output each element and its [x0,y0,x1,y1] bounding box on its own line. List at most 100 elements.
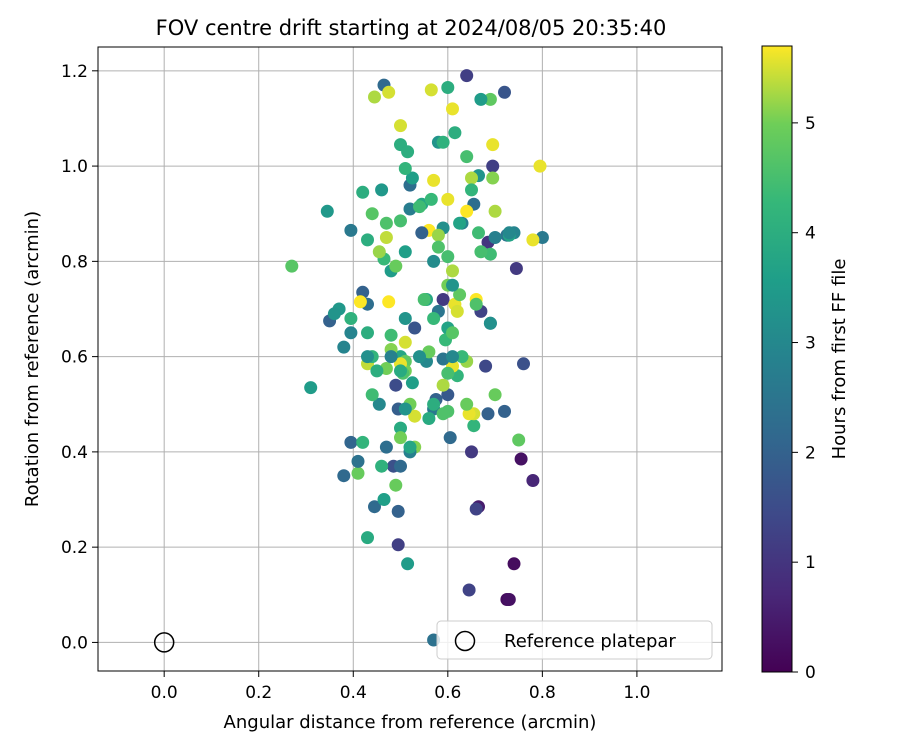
colorbar-ticks: 0 1 2 3 4 5 [792,114,816,683]
data-point [441,366,455,380]
data-point [509,262,523,275]
x-axis-ticks: 0.0 0.2 0.4 0.6 0.8 1.0 [151,671,650,703]
data-point [377,493,391,506]
plot-area-frame [97,46,723,672]
y-tick-label: 0.4 [61,443,88,463]
data-point [446,350,459,364]
data-point [394,119,407,133]
y-axis-label: Rotation from reference (arcmin) [22,211,43,507]
data-point [514,452,528,466]
legend: Reference platepar [436,620,713,660]
data-point [460,150,474,164]
data-point [486,171,500,185]
colorbar-tick-label: 2 [805,443,816,463]
y-tick-label: 0.8 [61,252,88,272]
data-point [351,466,365,480]
data-point [389,378,403,392]
x-tick-label: 0.0 [151,683,178,703]
data-point [384,328,398,342]
data-point [460,397,474,411]
data-point [337,340,351,354]
data-point [446,326,459,340]
data-point [344,435,358,449]
data-point [398,312,412,325]
data-point [344,223,358,237]
data-point [483,316,497,330]
data-point [488,204,502,218]
data-point [417,293,431,306]
data-point [401,557,415,571]
data-point [361,350,374,364]
data-point [488,231,502,244]
data-point [474,92,488,106]
data-point [427,312,441,325]
colorbar-tick-label: 1 [805,553,816,573]
data-point [502,226,516,240]
data-point [427,173,441,187]
colorbar-tick-label: 3 [805,334,816,354]
data-point [337,469,351,483]
data-point [526,474,540,487]
data-point [441,250,455,264]
grid-lines [98,47,722,671]
data-point [372,397,386,411]
data-point [285,259,299,273]
data-point [304,381,318,395]
data-point [379,231,393,244]
x-tick-label: 1.0 [623,683,650,703]
legend-entry-label: Reference platepar [504,631,676,652]
data-point [462,583,476,597]
colorbar [761,45,793,673]
data-point [389,259,403,273]
data-point [403,440,417,454]
x-tick-label: 0.6 [434,683,461,703]
colorbar-label: Hours from first FF file [829,259,850,460]
data-point [353,295,367,309]
y-tick-label: 0.2 [61,538,88,558]
data-point [436,407,450,421]
data-point [450,304,464,318]
data-point [486,138,500,152]
data-point [320,204,334,218]
data-point [446,264,459,278]
data-point [422,412,436,425]
data-point [467,419,481,433]
data-point [394,459,407,473]
y-tick-label: 0.6 [61,348,88,368]
data-point [356,435,370,449]
data-point [344,312,358,325]
data-point [512,433,526,447]
data-point [389,478,403,492]
data-point [431,228,445,242]
data-point [469,502,483,516]
data-point [465,445,478,459]
colorbar-tick-label: 0 [805,663,816,683]
data-point [375,459,389,473]
data-point [465,183,478,197]
data-point [398,162,412,175]
data-point [441,81,455,94]
data-point [427,254,441,268]
data-point [526,233,540,247]
data-point [448,126,462,140]
data-point [472,226,485,240]
data-point [394,431,407,445]
data-point [413,200,426,214]
data-point [379,440,393,454]
data-point [469,297,483,311]
y-axis-ticks: 0.0 0.2 0.4 0.6 0.8 1.0 1.2 [61,62,98,653]
data-point [436,135,450,149]
colorbar-tick-label: 5 [805,114,816,134]
data-point [368,500,381,514]
data-point [361,531,374,545]
data-point [460,204,474,218]
data-point [498,404,511,418]
data-point [394,214,407,228]
data-point [453,288,467,302]
x-tick-label: 0.8 [529,683,556,703]
data-point [375,183,389,197]
data-point [405,376,419,390]
data-point [460,69,474,83]
data-point [507,557,521,571]
